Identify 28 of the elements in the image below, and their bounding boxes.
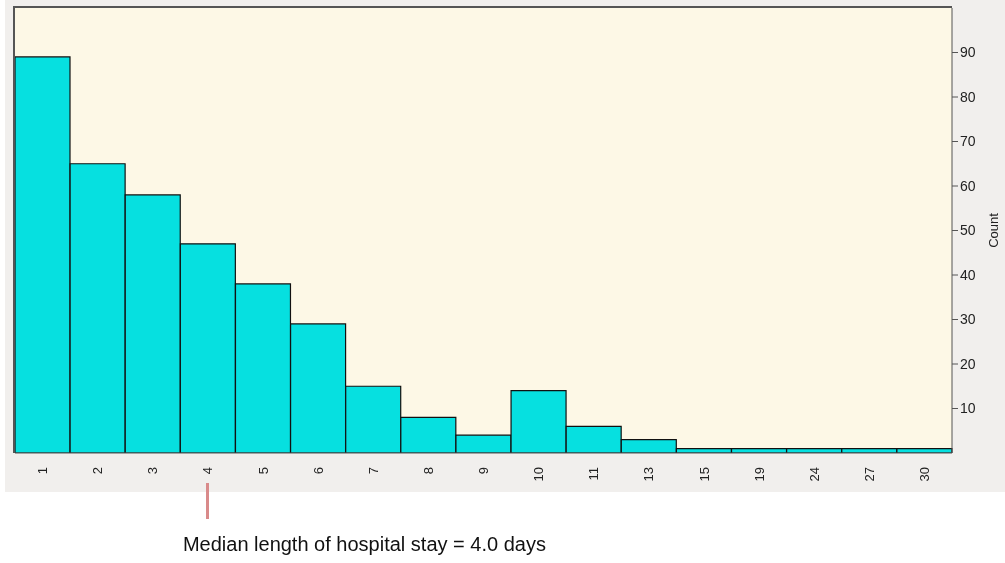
x-tick-label: 11 [586,467,602,481]
x-tick-label: 15 [696,467,712,482]
x-tick-label: 5 [255,467,271,475]
x-tick-label: 4 [200,467,216,475]
x-tick-label: 7 [365,467,381,475]
y-tick-label: 40 [960,266,976,283]
x-tick-label: 27 [861,467,877,482]
y-tick-label: 30 [960,311,976,328]
x-tick-label: 8 [420,467,436,475]
y-tick-label: 10 [960,400,976,417]
x-tick-label: 24 [806,467,822,482]
x-tick-label: 1 [35,467,51,475]
y-tick-label: 80 [960,88,976,105]
x-tick-label: 13 [641,467,657,482]
text: Median length of hospital stay = 4.0 days [182,533,546,556]
y-tick-label: 50 [960,222,976,239]
y-tick-label: 20 [960,355,976,372]
x-tick-label: 9 [476,467,492,475]
x-tick-label: 10 [531,467,547,482]
y-axis-title: Count [985,212,1001,248]
y-tick-label: 70 [960,133,976,150]
y-tick-label: 60 [960,177,976,194]
x-tick-label: 6 [310,467,326,475]
y-tick-label: 90 [960,44,976,61]
x-tick-label: 3 [145,467,161,475]
x-tick-label: 2 [90,467,106,475]
x-tick-label: 30 [916,467,932,482]
x-tick-label: 19 [751,467,767,482]
